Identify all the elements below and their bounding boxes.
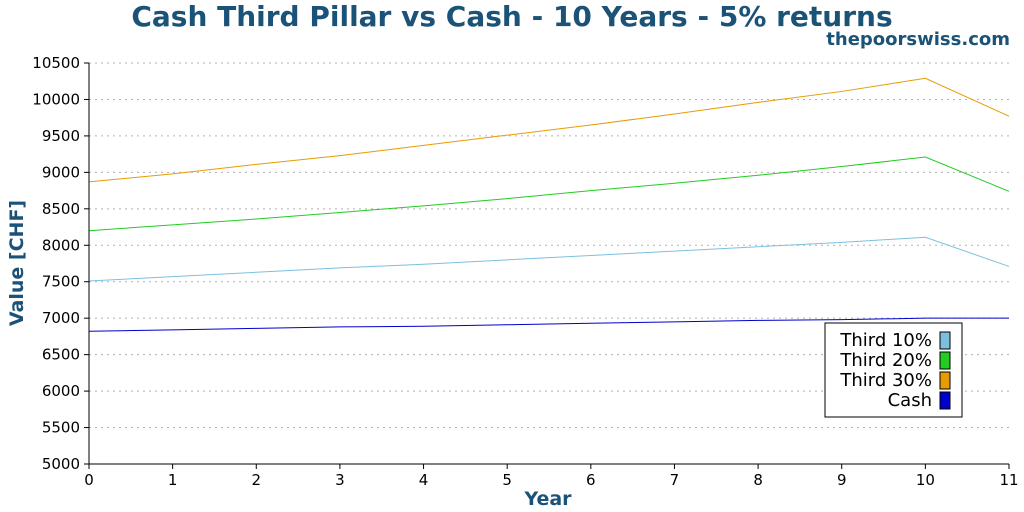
y-tick-label: 8500 bbox=[42, 200, 80, 218]
x-tick-label: 11 bbox=[999, 471, 1018, 489]
tick-labels: 5000 5500 6000 6500 7000 7500 8000 8500 9000 9500… bbox=[32, 54, 1018, 489]
y-tick-label: 5000 bbox=[42, 455, 80, 473]
y-tick-label: 10500 bbox=[32, 54, 80, 72]
legend-box bbox=[824, 322, 963, 418]
y-tick-label: 9000 bbox=[42, 163, 80, 181]
y-tick-label: 7500 bbox=[42, 273, 80, 291]
legend-swatch bbox=[939, 351, 951, 370]
legend-label: Third 30% bbox=[839, 370, 932, 391]
y-tick-label: 7000 bbox=[42, 309, 80, 327]
legend-label: Cash bbox=[888, 390, 932, 411]
x-tick-label: 1 bbox=[168, 471, 178, 489]
x-axis-label: Year bbox=[523, 488, 572, 510]
x-tick-label: 6 bbox=[586, 471, 596, 489]
legend-swatch bbox=[939, 331, 951, 350]
x-tick-label: 5 bbox=[502, 471, 512, 489]
legend-swatch bbox=[939, 371, 951, 390]
x-tick-label: 3 bbox=[335, 471, 345, 489]
site-label: thepoorswiss.com bbox=[826, 29, 1010, 50]
x-tick-label: 2 bbox=[251, 471, 261, 489]
y-tick-label: 6500 bbox=[42, 346, 80, 364]
series-lines bbox=[88, 77, 1010, 332]
series-line-cash bbox=[88, 317, 1009, 332]
y-tick-label: 9500 bbox=[42, 127, 80, 145]
x-tick-label: 4 bbox=[419, 471, 429, 489]
x-tick-label: 9 bbox=[837, 471, 847, 489]
y-tick-label: 5500 bbox=[42, 419, 80, 437]
series-line-third-10 bbox=[88, 236, 1010, 282]
legend-swatch bbox=[939, 391, 951, 410]
legend: Third 10%Third 20%Third 30%Cash bbox=[824, 322, 963, 418]
y-tick-label: 10000 bbox=[32, 90, 80, 108]
y-tick-label: 8000 bbox=[42, 236, 80, 254]
x-tick-label: 0 bbox=[84, 471, 94, 489]
series-line-third-20 bbox=[88, 156, 1010, 232]
chart-title: Cash Third Pillar vs Cash - 10 Years - 5… bbox=[131, 0, 893, 33]
x-tick-label: 10 bbox=[916, 471, 935, 489]
y-axis-label: Value [CHF] bbox=[6, 200, 28, 326]
x-tick-label: 8 bbox=[753, 471, 763, 489]
axes bbox=[84, 62, 1010, 469]
x-tick-label: 7 bbox=[670, 471, 680, 489]
y-tick-label: 6000 bbox=[42, 382, 80, 400]
series-line-third-30 bbox=[88, 77, 1010, 183]
legend-label: Third 10% bbox=[839, 330, 932, 351]
legend-label: Third 20% bbox=[839, 350, 932, 371]
